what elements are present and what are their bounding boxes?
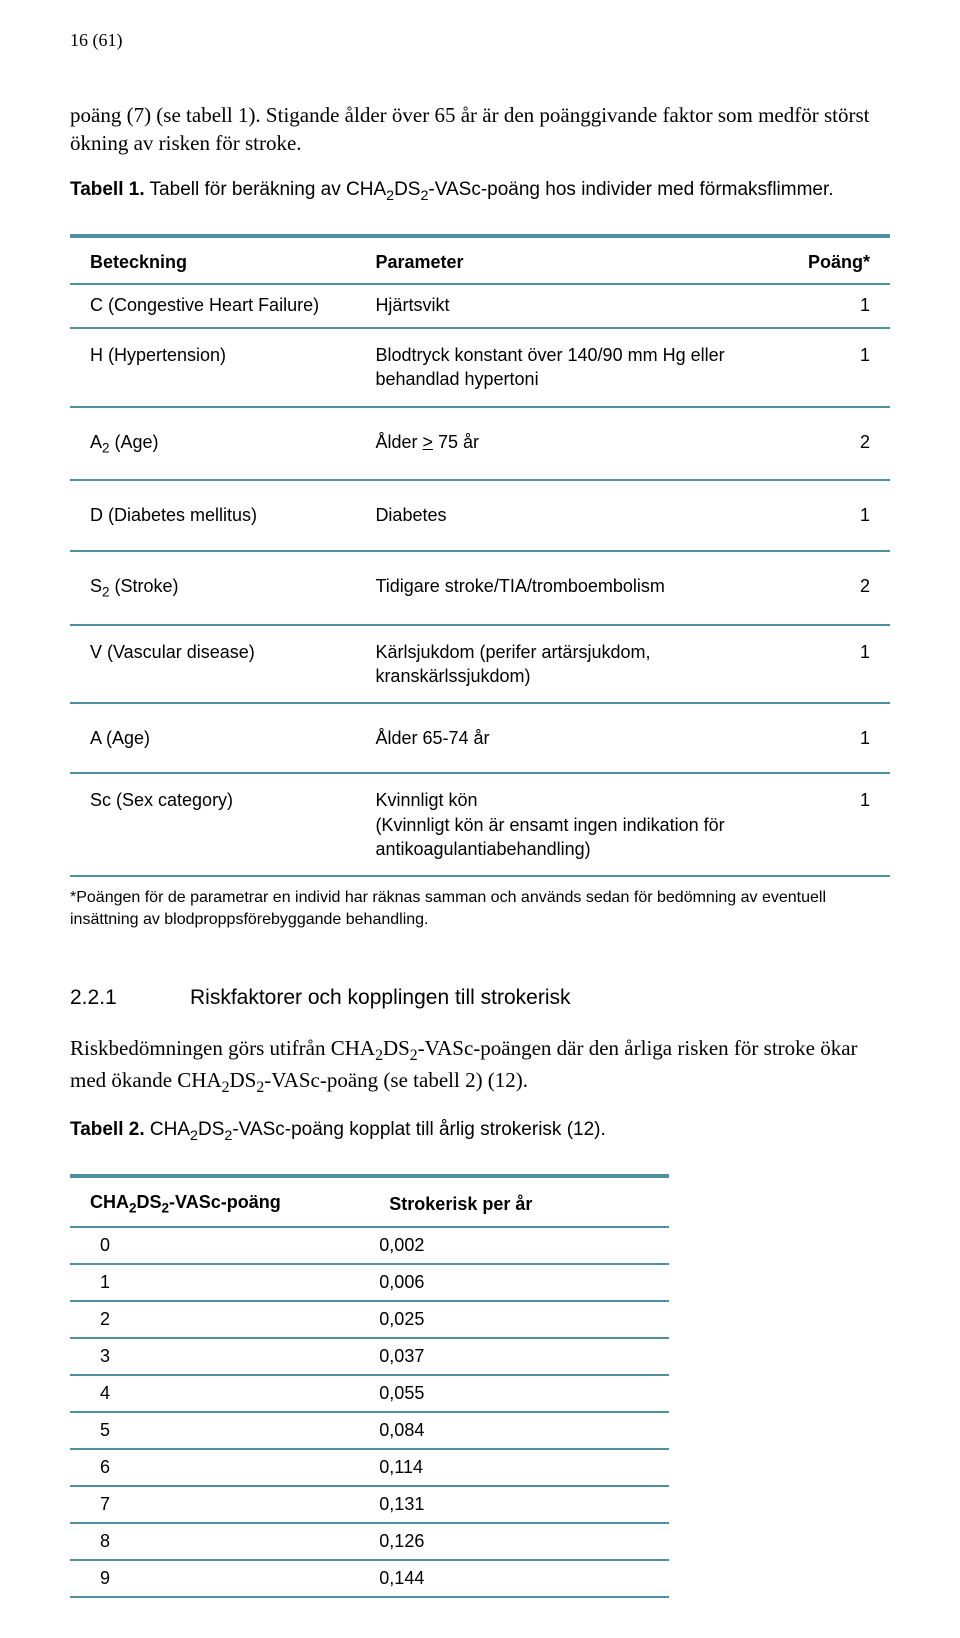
table2-cell-score: 8 bbox=[70, 1523, 369, 1560]
table2-cell-score: 7 bbox=[70, 1486, 369, 1523]
table1-cell-poang: 1 bbox=[788, 284, 890, 328]
table2-caption: Tabell 2. CHA2DS2-VASc-poäng kopplat til… bbox=[70, 1117, 890, 1146]
table-row: 60,114 bbox=[70, 1449, 669, 1486]
table1-cell-beteckning: S2 (Stroke) bbox=[70, 551, 355, 625]
table2-header-risk: Strokerisk per år bbox=[369, 1176, 668, 1227]
table2-caption-text: CHA2DS2-VASc-poäng kopplat till årlig st… bbox=[145, 1119, 606, 1140]
table2-cell-risk: 0,131 bbox=[369, 1486, 668, 1523]
table2-cell-score: 5 bbox=[70, 1412, 369, 1449]
table1-cell-poang: 1 bbox=[788, 328, 890, 407]
table1-caption-bold: Tabell 1. bbox=[70, 179, 145, 200]
table1-caption-text: Tabell för beräkning av CHA2DS2-VASc-poä… bbox=[145, 179, 834, 200]
table-row: 50,084 bbox=[70, 1412, 669, 1449]
table2-cell-risk: 0,055 bbox=[369, 1375, 668, 1412]
table1-cell-parameter: Ålder > 75 år bbox=[355, 407, 788, 481]
table1-cell-poang: 1 bbox=[788, 703, 890, 773]
table1: Beteckning Parameter Poäng* C (Congestiv… bbox=[70, 234, 890, 878]
table2-cell-risk: 0,006 bbox=[369, 1264, 668, 1301]
table1-cell-parameter: Kvinnligt kön(Kvinnligt kön är ensamt in… bbox=[355, 773, 788, 876]
table1-cell-parameter: Hjärtsvikt bbox=[355, 284, 788, 328]
table1-footnote: *Poängen för de parametrar en individ ha… bbox=[70, 887, 890, 930]
section-number: 2.2.1 bbox=[70, 986, 190, 1010]
table-row: A (Age)Ålder 65-74 år1 bbox=[70, 703, 890, 773]
section-heading: 2.2.1Riskfaktorer och kopplingen till st… bbox=[70, 986, 890, 1010]
table2-cell-score: 6 bbox=[70, 1449, 369, 1486]
table-row: 70,131 bbox=[70, 1486, 669, 1523]
table2-cell-score: 0 bbox=[70, 1227, 369, 1264]
table1-header-parameter: Parameter bbox=[355, 236, 788, 284]
table2-cell-score: 4 bbox=[70, 1375, 369, 1412]
table2-caption-bold: Tabell 2. bbox=[70, 1119, 145, 1140]
table1-cell-poang: 1 bbox=[788, 625, 890, 704]
table2-cell-score: 1 bbox=[70, 1264, 369, 1301]
table2-cell-risk: 0,025 bbox=[369, 1301, 668, 1338]
table1-cell-beteckning: C (Congestive Heart Failure) bbox=[70, 284, 355, 328]
table-row: 30,037 bbox=[70, 1338, 669, 1375]
section-title: Riskfaktorer och kopplingen till stroker… bbox=[190, 986, 570, 1009]
section-body: Riskbedömningen görs utifrån CHA2DS2-VAS… bbox=[70, 1034, 890, 1099]
table2-cell-risk: 0,084 bbox=[369, 1412, 668, 1449]
table1-header-beteckning: Beteckning bbox=[70, 236, 355, 284]
table1-cell-parameter: Blodtryck konstant över 140/90 mm Hg ell… bbox=[355, 328, 788, 407]
table2-cell-score: 3 bbox=[70, 1338, 369, 1375]
table-row: H (Hypertension)Blodtryck konstant över … bbox=[70, 328, 890, 407]
table2-cell-risk: 0,002 bbox=[369, 1227, 668, 1264]
table2-cell-score: 2 bbox=[70, 1301, 369, 1338]
table1-cell-poang: 2 bbox=[788, 551, 890, 625]
table-row: A2 (Age)Ålder > 75 år2 bbox=[70, 407, 890, 481]
table1-cell-beteckning: H (Hypertension) bbox=[70, 328, 355, 407]
table1-cell-beteckning: A2 (Age) bbox=[70, 407, 355, 481]
table2-cell-score: 9 bbox=[70, 1560, 369, 1597]
table2-cell-risk: 0,126 bbox=[369, 1523, 668, 1560]
table1-header-poang: Poäng* bbox=[788, 236, 890, 284]
table2-cell-risk: 0,037 bbox=[369, 1338, 668, 1375]
table1-cell-beteckning: V (Vascular disease) bbox=[70, 625, 355, 704]
table-row: 10,006 bbox=[70, 1264, 669, 1301]
table2-header-score: CHA2DS2-VASc-poäng bbox=[70, 1176, 369, 1227]
table1-cell-beteckning: D (Diabetes mellitus) bbox=[70, 480, 355, 550]
table-row: 40,055 bbox=[70, 1375, 669, 1412]
table1-cell-parameter: Tidigare stroke/TIA/tromboembolism bbox=[355, 551, 788, 625]
table1-cell-poang: 2 bbox=[788, 407, 890, 481]
table-row: 80,126 bbox=[70, 1523, 669, 1560]
table1-cell-poang: 1 bbox=[788, 480, 890, 550]
table1-cell-beteckning: Sc (Sex category) bbox=[70, 773, 355, 876]
table1-cell-poang: 1 bbox=[788, 773, 890, 876]
intro-paragraph: poäng (7) (se tabell 1). Stigande ålder … bbox=[70, 101, 890, 158]
table2: CHA2DS2-VASc-poäng Strokerisk per år 00,… bbox=[70, 1174, 669, 1598]
table-row: Sc (Sex category)Kvinnligt kön(Kvinnligt… bbox=[70, 773, 890, 876]
table-row: S2 (Stroke)Tidigare stroke/TIA/tromboemb… bbox=[70, 551, 890, 625]
table-row: V (Vascular disease)Kärlsjukdom (perifer… bbox=[70, 625, 890, 704]
table1-cell-parameter: Ålder 65-74 år bbox=[355, 703, 788, 773]
table-row: C (Congestive Heart Failure)Hjärtsvikt1 bbox=[70, 284, 890, 328]
table1-cell-beteckning: A (Age) bbox=[70, 703, 355, 773]
table1-cell-parameter: Diabetes bbox=[355, 480, 788, 550]
table1-caption: Tabell 1. Tabell för beräkning av CHA2DS… bbox=[70, 177, 890, 206]
table2-cell-risk: 0,114 bbox=[369, 1449, 668, 1486]
table2-cell-risk: 0,144 bbox=[369, 1560, 668, 1597]
table-row: 00,002 bbox=[70, 1227, 669, 1264]
table-row: 20,025 bbox=[70, 1301, 669, 1338]
table-row: 90,144 bbox=[70, 1560, 669, 1597]
table-row: D (Diabetes mellitus)Diabetes1 bbox=[70, 480, 890, 550]
page-number: 16 (61) bbox=[70, 30, 890, 51]
table1-cell-parameter: Kärlsjukdom (perifer artärsjukdom, krans… bbox=[355, 625, 788, 704]
